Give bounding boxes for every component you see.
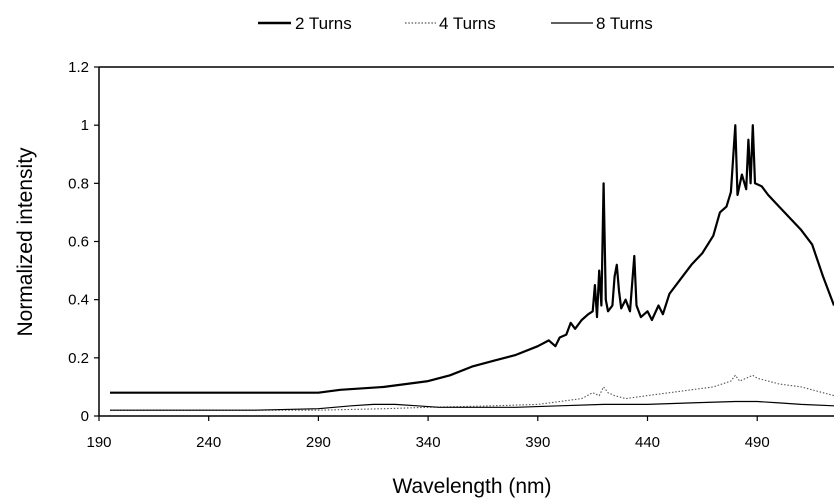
legend-label-2-turns: 2 Turns [295, 14, 352, 33]
legend-item-2-turns: 2 Turns [258, 14, 352, 33]
x-tick-label: 390 [525, 434, 550, 451]
legend-label-8-turns: 8 Turns [596, 14, 653, 33]
y-tick-label: 0 [81, 408, 89, 425]
legend: 2 Turns 4 Turns 8 Turns [258, 14, 653, 33]
legend-item-4-turns: 4 Turns [405, 14, 496, 33]
x-tick-label: 490 [745, 434, 770, 451]
x-tick-label: 240 [196, 434, 221, 451]
x-tick-label: 340 [416, 434, 441, 451]
x-ticks: 190 240 290 340 390 440 490 [86, 416, 770, 451]
y-tick-label: 1.2 [68, 59, 89, 76]
y-ticks: 0 0.2 0.4 0.6 0.8 1 1.2 [68, 59, 99, 425]
series-layer [110, 124, 834, 411]
series-line-8-turns [110, 400, 834, 411]
y-tick-label: 0.8 [68, 175, 89, 192]
x-axis-title: Wavelength (nm) [392, 475, 551, 498]
series-line-4-turns [110, 374, 834, 411]
x-tick-label: 290 [306, 434, 331, 451]
legend-item-8-turns: 8 Turns [551, 14, 653, 33]
y-tick-label: 1 [81, 117, 89, 134]
y-tick-label: 0.2 [68, 350, 89, 367]
series-line-2-turns [110, 124, 834, 394]
x-tick-label: 440 [635, 434, 660, 451]
y-axis-title: Normalized intensity [14, 147, 37, 337]
x-tick-label: 190 [86, 434, 111, 451]
legend-label-4-turns: 4 Turns [439, 14, 496, 33]
y-tick-label: 0.6 [68, 234, 89, 251]
y-tick-label: 0.4 [68, 292, 89, 309]
